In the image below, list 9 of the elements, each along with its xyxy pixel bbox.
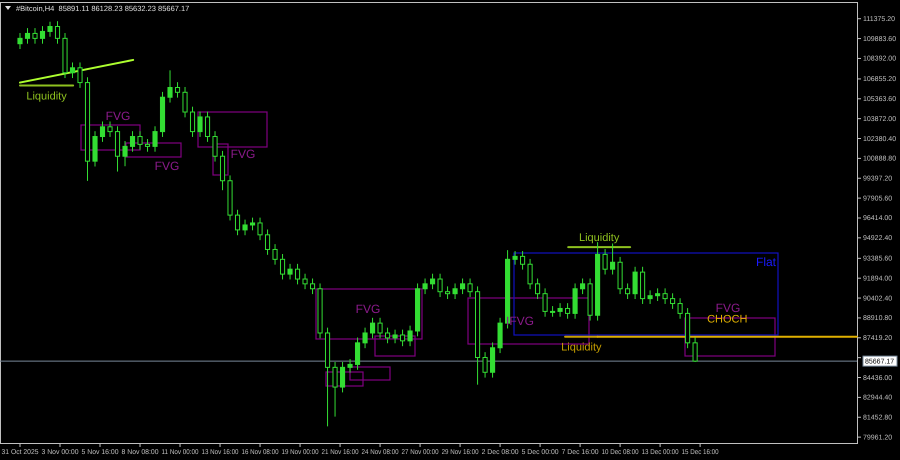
series-label: Liquidity: [561, 342, 602, 354]
annotation: FVG: [106, 109, 130, 124]
annotation: FVG: [154, 159, 180, 174]
series-label: Liquidity: [578, 232, 620, 244]
annotation: FVG: [230, 147, 256, 162]
annotation: Flat: [756, 255, 777, 270]
series-label: Liquidity: [26, 90, 68, 103]
annotation: FVG: [356, 302, 380, 316]
annotation: FVG: [716, 301, 740, 316]
